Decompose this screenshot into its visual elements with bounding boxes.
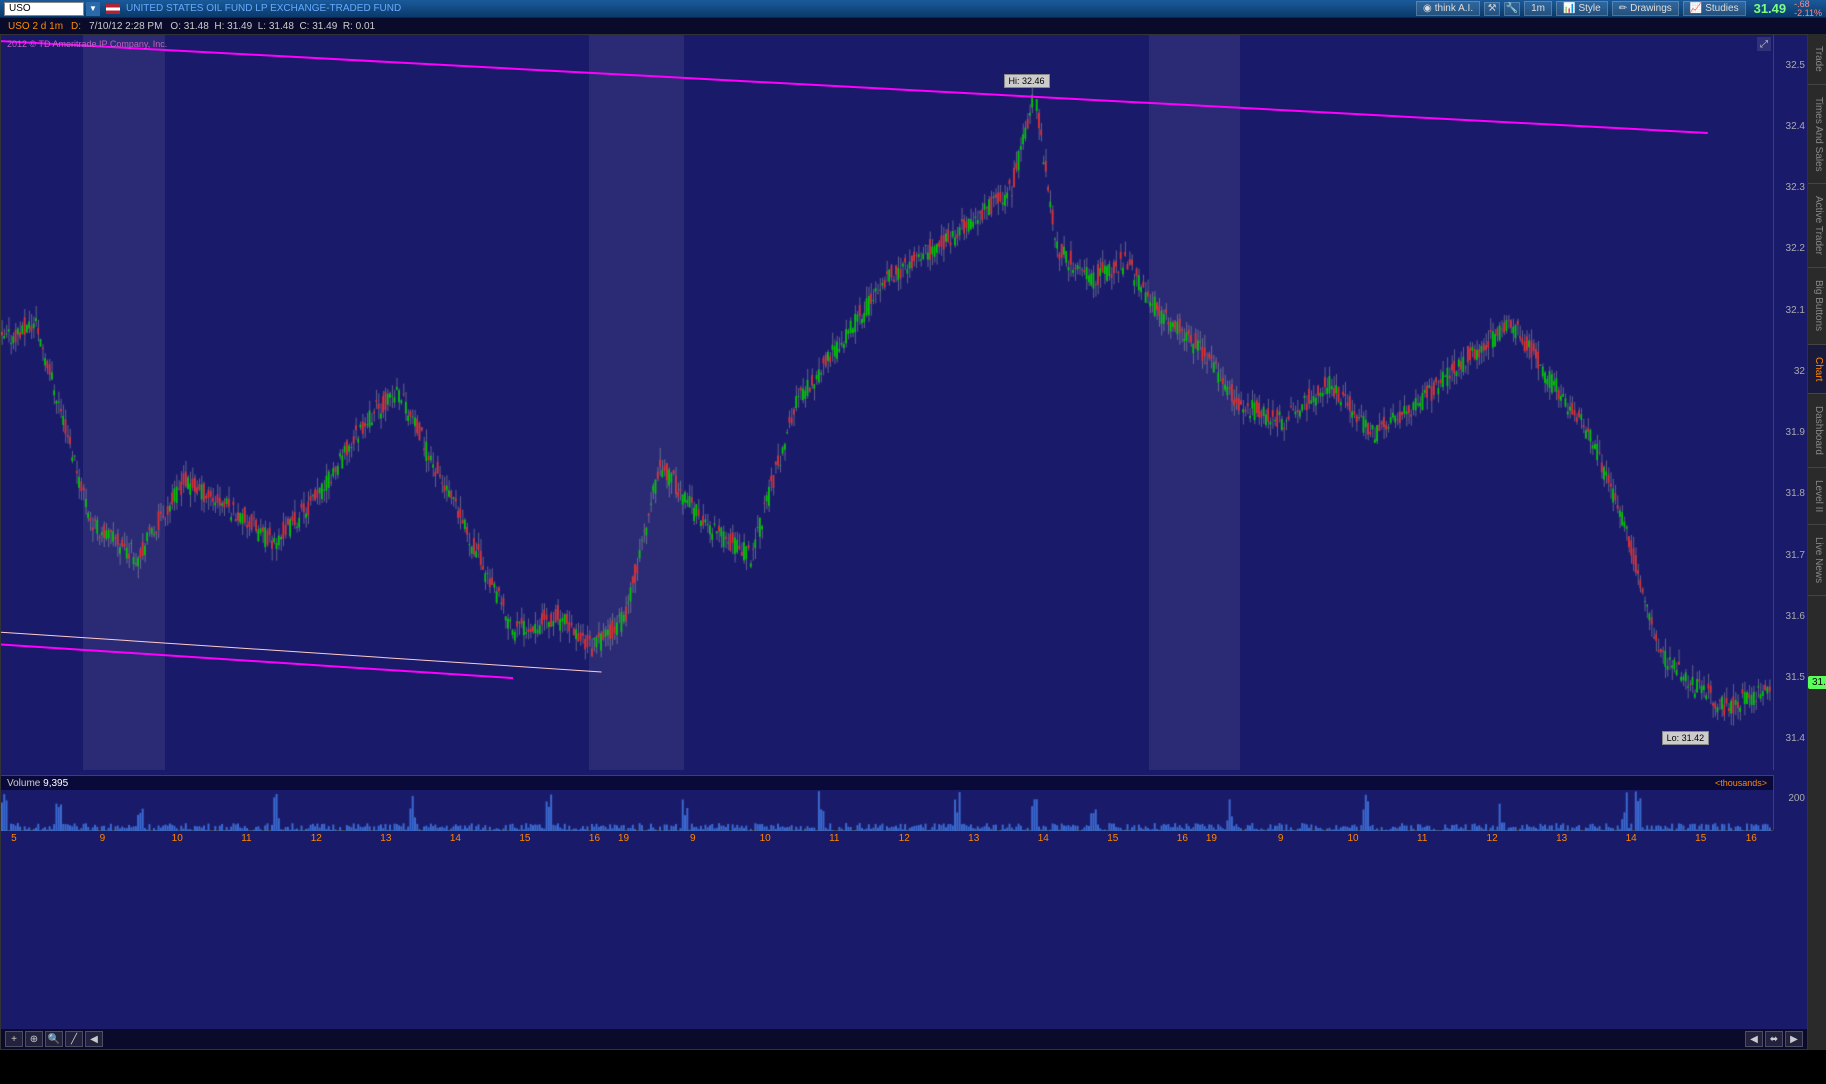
top-bar: ▼ UNITED STATES OIL FUND LP EXCHANGE-TRA…: [0, 0, 1826, 18]
info-bar: USO 2 d 1m D: 7/10/12 2:28 PM O: 31.48 H…: [0, 18, 1826, 34]
tools-icon[interactable]: ⚒: [1484, 2, 1500, 16]
scroll-left[interactable]: ◀: [1745, 1031, 1763, 1047]
flag-icon: [106, 4, 120, 14]
scroll-handle[interactable]: ⬌: [1765, 1031, 1783, 1047]
hi-marker: Hi: 32.46: [1004, 74, 1050, 88]
info-date: 7/10/12 2:28 PM: [89, 21, 162, 32]
tab-active-trader[interactable]: Active Trader: [1808, 184, 1826, 268]
y-axis: 31.431.531.631.731.831.93232.132.232.332…: [1773, 35, 1807, 770]
volume-panel: Volume 9,395 <thousands>: [1, 775, 1773, 830]
ticker-dropdown[interactable]: ▼: [86, 2, 100, 16]
tab-level-ii[interactable]: Level II: [1808, 468, 1826, 525]
zoom-tool[interactable]: 🔍: [45, 1031, 63, 1047]
ticker-name: UNITED STATES OIL FUND LP EXCHANGE-TRADE…: [126, 3, 401, 14]
price-change: -.68-2.11%: [1794, 0, 1822, 18]
info-d-label: D:: [71, 21, 81, 32]
chart-area[interactable]: 2012 © TD Ameritrade IP Company, Inc. ⤢ …: [0, 34, 1808, 1050]
arrow-left-tool[interactable]: ◀: [85, 1031, 103, 1047]
scroll-right[interactable]: ▶: [1785, 1031, 1803, 1047]
right-tabs: TradeTimes And SalesActive TraderBig But…: [1808, 34, 1826, 1050]
copyright: 2012 © TD Ameritrade IP Company, Inc.: [7, 39, 167, 49]
ticker-input[interactable]: [4, 2, 84, 16]
tab-trade[interactable]: Trade: [1808, 34, 1826, 85]
tab-times-and-sales[interactable]: Times And Sales: [1808, 85, 1826, 185]
info-ohlc: O: 31.48 H: 31.49 L: 31.48 C: 31.49 R: 0…: [170, 21, 375, 32]
volume-yaxis: 200: [1773, 775, 1807, 830]
target-tool[interactable]: ⊕: [25, 1031, 43, 1047]
volume-bars: [1, 790, 1771, 831]
studies-button[interactable]: 📈 Studies: [1683, 1, 1746, 16]
info-ticker: USO 2 d 1m: [8, 21, 63, 32]
timeframe-button[interactable]: 1m: [1524, 1, 1552, 16]
candlestick-chart: [1, 35, 1771, 770]
current-price: 31.49: [1750, 1, 1791, 16]
volume-units: <thousands>: [1715, 778, 1767, 788]
style-button[interactable]: 📊 Style: [1556, 1, 1608, 16]
crosshair-tool[interactable]: +: [5, 1031, 23, 1047]
drawings-button[interactable]: ✏ Drawings: [1612, 1, 1679, 16]
wrench-icon[interactable]: 🔧: [1504, 2, 1520, 16]
volume-value: 9,395: [43, 778, 68, 789]
current-price-marker: 31.49: [1808, 676, 1826, 689]
think-ai-button[interactable]: ◉ think A.I.: [1416, 1, 1480, 16]
bottom-toolbar: + ⊕ 🔍 ╱ ◀ ◀ ⬌ ▶: [1, 1029, 1807, 1049]
line-tool[interactable]: ╱: [65, 1031, 83, 1047]
tab-live-news[interactable]: Live News: [1808, 525, 1826, 596]
tab-chart[interactable]: Chart: [1808, 345, 1826, 394]
lo-marker: Lo: 31.42: [1662, 731, 1710, 745]
tab-big-buttons[interactable]: Big Buttons: [1808, 268, 1826, 344]
expand-icon[interactable]: ⤢: [1757, 37, 1771, 51]
tab-dashboard[interactable]: Dashboard: [1808, 394, 1826, 468]
volume-label: Volume: [7, 778, 40, 789]
